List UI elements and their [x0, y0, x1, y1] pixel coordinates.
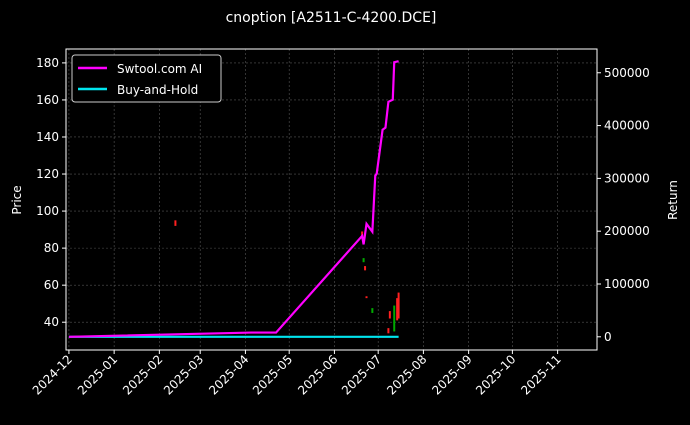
- y-tick-label: 160: [36, 93, 59, 107]
- candle: [365, 296, 368, 299]
- x-tick-label: 2025-03: [161, 352, 206, 397]
- y2-tick-label: 0: [604, 330, 612, 344]
- y2-tick-label: 300000: [604, 171, 650, 185]
- y2-tick-label: 400000: [604, 119, 650, 133]
- candle: [371, 308, 374, 313]
- y-axis-right: 0 100000 200000 300000 400000 500000: [597, 66, 650, 344]
- x-tick-label: 2025-09: [429, 352, 474, 397]
- x-tick-label: 2025-10: [473, 352, 518, 397]
- x-tick-label: 2025-01: [75, 352, 120, 397]
- x-tick-label: 2025-04: [206, 352, 251, 397]
- x-tick-label: 2025-05: [250, 352, 295, 397]
- y-tick-label: 140: [36, 130, 59, 144]
- x-tick-label: 2025-11: [518, 352, 563, 397]
- candle: [362, 258, 365, 263]
- candle: [387, 328, 390, 334]
- candle: [364, 266, 367, 271]
- y-axis-left: 40 60 80 100 120 140 160 180: [36, 56, 66, 329]
- x-tick-label: 2025-06: [295, 352, 340, 397]
- candles: [174, 220, 400, 334]
- y-tick-label: 180: [36, 56, 59, 70]
- y-axis-label: Price: [10, 185, 24, 214]
- series-lines: [68, 60, 399, 338]
- chart-title: cnoption [A2511-C-4200.DCE]: [226, 10, 437, 26]
- y2-tick-label: 100000: [604, 277, 650, 291]
- y2-tick-label: 500000: [604, 66, 650, 80]
- y2-tick-label: 200000: [604, 224, 650, 238]
- y-tick-label: 40: [44, 315, 59, 329]
- candle: [174, 220, 177, 226]
- legend: Swtool.com AI Buy-and-Hold: [71, 54, 222, 103]
- candle: [397, 292, 400, 319]
- y-tick-label: 60: [44, 278, 59, 292]
- y2-axis-label: Return: [666, 180, 680, 220]
- x-tick-label: 2024-12: [30, 352, 75, 397]
- series-line-swtool-com-ai: [68, 60, 399, 338]
- candle: [396, 298, 399, 321]
- candle: [393, 305, 396, 332]
- candle: [361, 231, 364, 238]
- y-tick-label: 120: [36, 167, 59, 181]
- y-tick-label: 100: [36, 204, 59, 218]
- legend-label-bh: Buy-and-Hold: [117, 83, 198, 97]
- candle: [388, 311, 391, 319]
- plot-frame: [65, 48, 598, 351]
- y-tick-label: 80: [44, 241, 59, 255]
- legend-label-ai: Swtool.com AI: [117, 62, 202, 76]
- x-tick-label: 2025-07: [339, 352, 384, 397]
- x-tick-label: 2025-08: [384, 352, 429, 397]
- x-tick-label: 2025-02: [120, 352, 165, 397]
